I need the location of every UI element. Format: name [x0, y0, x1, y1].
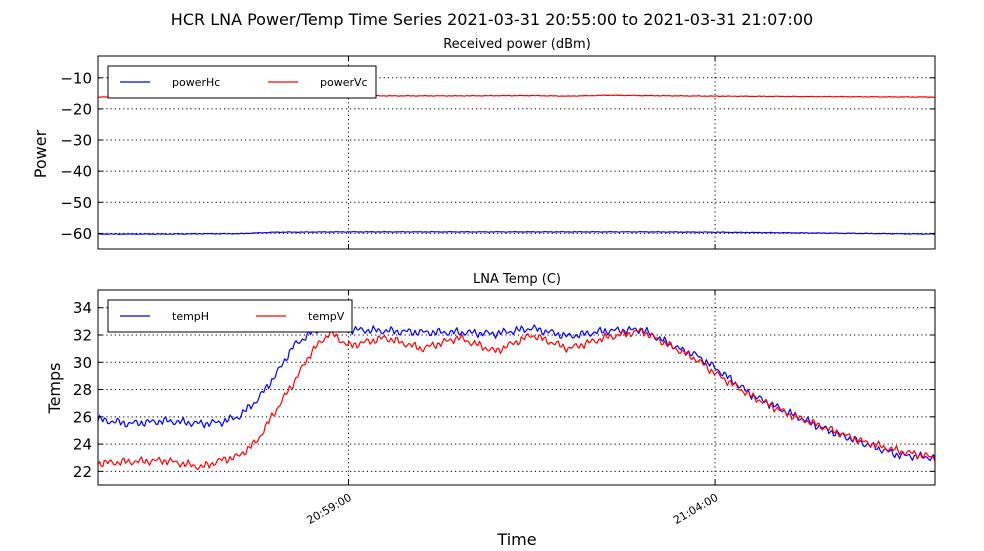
power-plot-frame — [97, 55, 936, 250]
temp-legend-label-tempV: tempV — [308, 310, 345, 323]
power-ytick-label-0: −10 — [60, 69, 92, 87]
power-series-powerHc — [97, 230, 936, 235]
power-legend-label-powerHc: powerHc — [172, 76, 220, 89]
temp-ytick-label-2: 26 — [73, 408, 92, 426]
power-series — [97, 94, 936, 235]
power-legend-box — [107, 65, 377, 99]
figure-title: HCR LNA Power/Temp Time Series 2021-03-3… — [171, 10, 813, 29]
temp-panel: LNA Temp (C) Temps 22 24 26 28 30 32 34 20:59:0… — [45, 272, 936, 527]
temp-legend-label-tempH: tempH — [172, 310, 209, 323]
temp-legend: tempH tempV — [107, 299, 353, 333]
x-axis-label: Time — [496, 530, 536, 549]
temp-ytick-label-6: 34 — [73, 299, 92, 317]
power-ytick-label-5: −60 — [60, 225, 92, 243]
temp-panel-title: LNA Temp (C) — [473, 272, 561, 287]
temp-xtick-label-0: 20:59:00 — [305, 491, 354, 527]
temp-ytick-label-3: 28 — [73, 381, 92, 399]
power-ytick-label-1: −20 — [60, 100, 92, 118]
temp-plot-frame — [97, 289, 936, 486]
power-panel: Received power (dBm) Power −10−20−30−40−… — [31, 37, 936, 250]
power-panel-title: Received power (dBm) — [443, 37, 591, 52]
power-ytick-label-4: −50 — [60, 194, 92, 212]
temp-series-tempV — [97, 327, 936, 471]
temp-y-axis-label: Temps — [45, 363, 64, 415]
power-ytick-label-3: −40 — [60, 163, 92, 181]
power-legend: powerHc powerVc — [107, 65, 377, 99]
power-y-axis-label: Power — [31, 129, 50, 178]
temp-ytick-label-4: 30 — [73, 354, 92, 372]
temp-ytick-label-5: 32 — [73, 327, 92, 345]
temp-ytick-label-1: 24 — [73, 436, 92, 454]
temp-ytick-label-0: 22 — [73, 463, 92, 481]
power-legend-label-powerVc: powerVc — [320, 76, 368, 89]
temp-series — [97, 320, 936, 471]
temp-xtick-label-1: 21:04:00 — [671, 491, 720, 527]
power-axes: −10 −20 −30 −40 −50 −60 — [60, 55, 936, 250]
power-ytick-label-2: −30 — [60, 132, 92, 150]
